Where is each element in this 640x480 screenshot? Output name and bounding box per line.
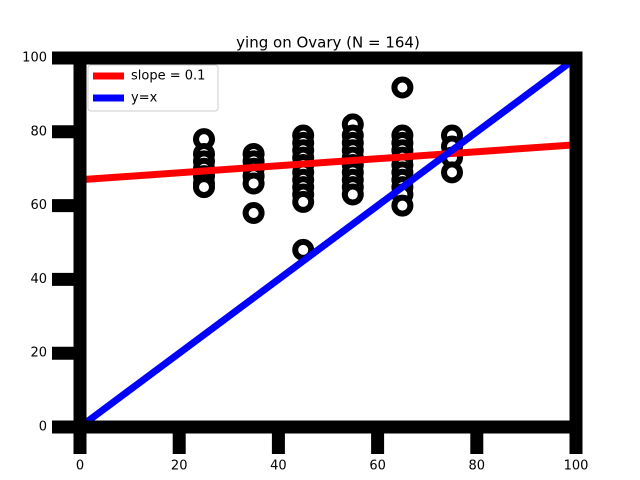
point [341, 183, 364, 206]
point [242, 201, 265, 224]
y-tick-label: 100 [22, 51, 47, 66]
x-tick-label: 80 [469, 459, 486, 474]
legend-label: slope = 0.1 [131, 69, 205, 84]
line [79, 141, 577, 184]
x-tick-label: 40 [270, 459, 287, 474]
point [292, 190, 315, 213]
x-tick-label: 20 [171, 459, 188, 474]
axes-frame [73, 51, 583, 434]
y-tick-label: 20 [30, 346, 47, 361]
x-tick-label: 100 [564, 459, 589, 474]
y-tick-label: 0 [39, 420, 47, 435]
point [441, 161, 463, 184]
y-tick-label: 60 [30, 198, 47, 213]
point [391, 194, 414, 217]
chart-title: ying on Ovary (N = 164) [236, 34, 420, 52]
point [193, 176, 215, 199]
x-tick-label: 0 [76, 459, 84, 474]
point [242, 172, 265, 195]
legend-label: y=x [131, 91, 158, 106]
point [391, 76, 414, 99]
y-tick-label: 80 [30, 124, 47, 139]
y-tick-label: 40 [30, 272, 47, 287]
line [77, 55, 579, 430]
x-tick-label: 60 [369, 459, 386, 474]
